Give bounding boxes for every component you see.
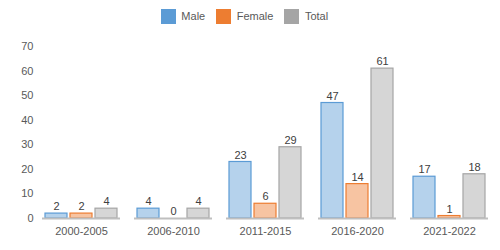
svg-text:23: 23 xyxy=(234,149,246,161)
html-text:Total: Total xyxy=(304,10,329,22)
svg-text:14: 14 xyxy=(351,171,363,183)
svg-text:29: 29 xyxy=(284,134,296,146)
svg-text:2016-2020: 2016-2020 xyxy=(331,225,384,237)
svg-text:4: 4 xyxy=(195,195,201,207)
svg-text:6: 6 xyxy=(262,190,268,202)
svg-text:2011-2015: 2011-2015 xyxy=(240,225,292,237)
svg-text:2: 2 xyxy=(78,200,84,212)
svg-text:0: 0 xyxy=(27,212,33,224)
svg-text:17: 17 xyxy=(418,163,430,175)
svg-text:50: 50 xyxy=(21,89,33,101)
svg-text:4: 4 xyxy=(145,195,151,207)
svg-text:2021-2022: 2021-2022 xyxy=(423,225,476,237)
svg-text:1: 1 xyxy=(446,203,452,215)
svg-text:0: 0 xyxy=(170,205,176,217)
html-text:Female: Female xyxy=(236,10,274,22)
svg-text:60: 60 xyxy=(21,65,33,77)
html-text:Male: Male xyxy=(181,10,206,22)
svg-text:70: 70 xyxy=(21,40,33,52)
svg-text:30: 30 xyxy=(21,138,33,150)
svg-text:2000-2005: 2000-2005 xyxy=(55,225,108,237)
svg-text:20: 20 xyxy=(21,163,33,175)
svg-text:4: 4 xyxy=(103,195,109,207)
svg-text:61: 61 xyxy=(376,55,388,67)
svg-text:47: 47 xyxy=(326,90,338,102)
svg-text:10: 10 xyxy=(21,187,33,199)
svg-text:2: 2 xyxy=(53,200,59,212)
svg-text:2006-2010: 2006-2010 xyxy=(147,225,200,237)
svg-text:18: 18 xyxy=(468,161,480,173)
svg-text:40: 40 xyxy=(21,114,33,126)
